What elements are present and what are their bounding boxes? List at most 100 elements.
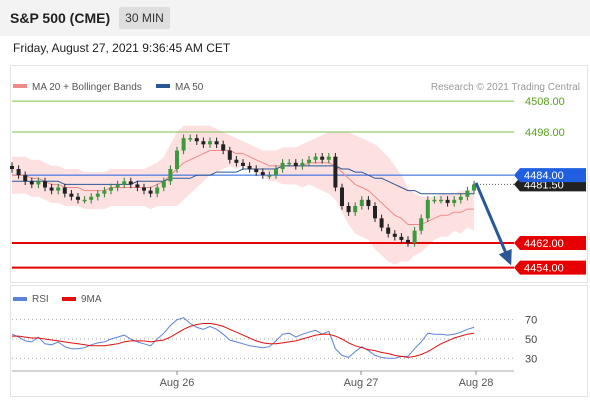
candle-body xyxy=(95,193,100,197)
candle-body xyxy=(326,156,331,160)
ma9-legend-label: 9MA xyxy=(81,294,102,305)
candle-body xyxy=(43,181,47,188)
rsi-line xyxy=(11,317,475,359)
candle-body xyxy=(425,199,430,219)
candle-body xyxy=(69,193,74,197)
candle-body xyxy=(102,190,107,194)
candle-body xyxy=(23,175,28,182)
candle-body xyxy=(148,190,153,194)
candle-body xyxy=(161,181,166,188)
support-tag xyxy=(514,260,586,275)
candle-body xyxy=(313,156,318,160)
candle-body xyxy=(419,218,424,231)
candle-body xyxy=(353,206,358,213)
candle-body xyxy=(142,187,146,191)
candle-body xyxy=(29,181,34,185)
candle-body xyxy=(359,199,364,206)
ma50-legend-swatch xyxy=(156,84,170,88)
candle-body xyxy=(293,162,298,166)
candle-body xyxy=(392,233,397,237)
candle-body xyxy=(82,199,87,202)
candle-body xyxy=(267,175,272,177)
candle-body xyxy=(155,187,160,194)
candle-body xyxy=(122,181,127,185)
instrument-title: S&P 500 (CME) xyxy=(10,10,111,26)
candle-body xyxy=(452,199,457,203)
ma20-line xyxy=(12,150,474,225)
support-tag-label: 4462.00 xyxy=(524,238,564,250)
candle-body xyxy=(465,190,470,197)
forecast-arrow-head xyxy=(498,248,512,266)
candle-body xyxy=(10,165,14,169)
last-price-tag-label: 4481.50 xyxy=(524,179,564,191)
pivot-tag-label: 4484.00 xyxy=(524,170,564,182)
x-tick-label: Aug 27 xyxy=(344,377,379,389)
rsi-tick-label: 70 xyxy=(525,315,537,327)
candle-body xyxy=(56,187,61,191)
candle-body xyxy=(49,187,54,191)
rsi-panel-frame xyxy=(10,285,588,397)
candle-body xyxy=(333,156,338,188)
candle-body xyxy=(227,150,232,160)
candle-body xyxy=(241,162,245,166)
ma50-legend-label: MA 50 xyxy=(175,82,204,93)
candle-body xyxy=(128,181,133,185)
candle-body xyxy=(214,141,219,145)
candle-body xyxy=(181,138,186,151)
candle-body xyxy=(300,162,305,166)
candle-body xyxy=(406,239,410,243)
candle-body xyxy=(234,159,239,163)
candle-body xyxy=(254,169,259,173)
candle-body xyxy=(175,150,179,169)
support-tag xyxy=(514,236,586,250)
candle-body xyxy=(208,141,212,145)
candle-body xyxy=(221,144,226,151)
forecast-arrow-line xyxy=(474,182,512,264)
rsi-legend-label: RSI xyxy=(32,294,49,305)
timeframe-button[interactable]: 30 MIN xyxy=(119,7,170,29)
resistance-label: 4508.00 xyxy=(525,96,565,108)
candle-body xyxy=(439,199,443,202)
candle-body xyxy=(274,169,278,176)
candle-body xyxy=(36,181,41,185)
candle-body xyxy=(399,236,404,240)
ma9-line xyxy=(12,323,475,358)
candle-body xyxy=(373,206,377,219)
x-tick-label: Aug 26 xyxy=(160,377,195,389)
candle-body xyxy=(280,162,285,169)
candle-body xyxy=(194,138,199,142)
ma20-legend-label: MA 20 + Bollinger Bands xyxy=(32,82,142,93)
candle-body xyxy=(472,184,476,191)
credit-text: Research © 2021 Trading Central xyxy=(431,82,580,93)
rsi-plot: 70 50 30 Aug 26 Aug 27 Aug 28 xyxy=(11,315,537,389)
candle-body xyxy=(260,172,265,176)
candle-body xyxy=(188,138,193,140)
candle-body xyxy=(379,218,384,228)
candle-body xyxy=(412,230,417,243)
resistance-label: 4498.00 xyxy=(525,127,565,139)
rsi-tick-label: 50 xyxy=(525,334,537,346)
candle-body xyxy=(62,187,67,194)
candle-body xyxy=(366,199,371,206)
candle-body xyxy=(307,159,311,163)
timestamp: Friday, August 27, 2021 9:36:45 AM CET xyxy=(13,41,231,55)
candle-body xyxy=(340,187,344,206)
candle-body xyxy=(89,196,94,200)
candle-body xyxy=(445,199,450,203)
candle-body xyxy=(135,184,140,188)
candle-body xyxy=(386,227,391,234)
rsi-legend-swatch xyxy=(13,297,27,301)
price-panel-frame xyxy=(10,65,588,283)
x-tick-label: Aug 28 xyxy=(459,377,494,389)
header-bar: S&P 500 (CME) 30 MIN xyxy=(0,0,590,36)
candle-body xyxy=(16,169,21,176)
candle-body xyxy=(458,196,463,200)
candle-body xyxy=(432,199,437,202)
candle-body xyxy=(109,187,113,191)
candle-body xyxy=(168,169,173,182)
ma20-legend-swatch xyxy=(13,84,27,88)
ma9-legend-swatch xyxy=(62,297,76,301)
candle-body xyxy=(76,196,80,200)
